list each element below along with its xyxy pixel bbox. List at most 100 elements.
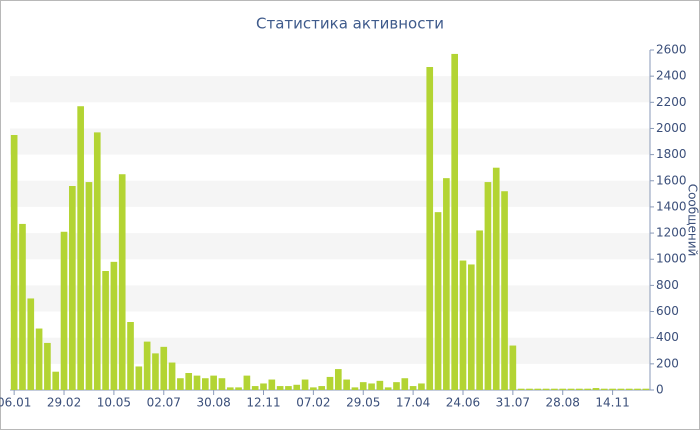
y-axis-label: Сообщений: [686, 184, 700, 257]
bar: [467, 264, 475, 390]
bar: [384, 387, 392, 390]
bar: [218, 378, 226, 390]
bar: [517, 388, 525, 390]
bar: [534, 388, 542, 390]
bar: [202, 378, 209, 390]
bar: [19, 223, 26, 390]
grid-band: [10, 128, 650, 155]
bar: [526, 388, 533, 390]
bar: [193, 375, 201, 390]
bar: [110, 261, 118, 390]
x-tick-label: 12.11: [246, 396, 280, 410]
y-tick-label: 1400: [656, 199, 687, 213]
y-tick-label: 1200: [656, 226, 687, 240]
bar: [492, 167, 500, 390]
bar: [310, 387, 317, 390]
bar: [44, 342, 51, 390]
y-tick-label: 1800: [656, 147, 687, 161]
bar: [35, 328, 43, 390]
y-tick-label: 200: [656, 356, 679, 370]
chart-title: Статистика активности: [256, 15, 444, 33]
bar: [509, 345, 517, 390]
bar: [567, 388, 575, 390]
bar: [102, 271, 109, 390]
bar: [600, 388, 608, 390]
bar: [576, 388, 583, 390]
x-tick-label: 14.11: [595, 396, 629, 410]
y-tick-label: 800: [656, 278, 679, 292]
bar: [276, 386, 284, 390]
y-tick-label: 400: [656, 330, 679, 344]
bar: [642, 388, 650, 390]
bar: [634, 388, 641, 390]
x-tick-label: 31.07: [496, 396, 530, 410]
bar: [409, 386, 417, 390]
bar: [434, 212, 442, 390]
y-tick-label: 2200: [656, 95, 687, 109]
bar: [251, 386, 259, 390]
bar: [484, 182, 492, 390]
bar: [459, 260, 467, 390]
bar: [334, 369, 342, 390]
bar: [551, 388, 558, 390]
bar: [77, 106, 84, 390]
bar: [443, 178, 450, 390]
bar: [592, 388, 600, 390]
bar: [542, 388, 550, 390]
bar: [93, 132, 101, 390]
x-tick-label: 24.06: [446, 396, 480, 410]
x-tick-label: 29.05: [346, 396, 380, 410]
bar: [85, 182, 93, 390]
y-tick-label: 2000: [656, 121, 687, 135]
bar: [127, 322, 134, 390]
bar: [393, 382, 400, 390]
bar: [235, 387, 242, 390]
bar: [268, 379, 276, 390]
bar: [168, 362, 176, 390]
x-tick-label: 17.04: [396, 396, 430, 410]
bar: [584, 388, 591, 390]
bar: [426, 67, 434, 390]
bar: [243, 375, 251, 390]
grid-band: [10, 180, 650, 207]
bar: [451, 53, 458, 391]
bar: [60, 231, 68, 390]
bar: [69, 186, 76, 390]
bar: [52, 371, 60, 390]
bar: [260, 383, 267, 390]
y-tick-label: 2400: [656, 69, 687, 83]
bar: [559, 388, 567, 390]
bar: [401, 378, 409, 390]
bar: [160, 346, 168, 390]
bar: [27, 298, 35, 390]
bar: [118, 174, 126, 390]
x-tick-label: 30.08: [196, 396, 230, 410]
bar: [368, 383, 375, 390]
bar: [318, 386, 326, 390]
bar: [152, 353, 159, 390]
y-tick-label: 2600: [656, 43, 687, 57]
bar: [351, 387, 359, 390]
x-tick-label: 06.01: [0, 396, 31, 410]
bar: [285, 386, 292, 390]
bar: [376, 380, 384, 390]
y-tick-label: 1600: [656, 173, 687, 187]
bar: [609, 388, 616, 390]
x-tick-label: 29.02: [47, 396, 81, 410]
x-tick-label: 02.07: [147, 396, 181, 410]
x-tick-label: 07.02: [296, 396, 330, 410]
bar: [143, 341, 151, 390]
bar: [359, 382, 367, 390]
x-tick-label: 10.05: [97, 396, 131, 410]
bar: [343, 379, 350, 390]
bar: [301, 379, 309, 390]
y-tick-label: 600: [656, 304, 679, 318]
bar: [10, 135, 18, 390]
y-tick-label: 0: [656, 383, 664, 397]
bar: [617, 388, 625, 390]
bar: [177, 378, 184, 390]
bar: [210, 375, 217, 390]
bar: [226, 387, 234, 390]
x-tick-label: 28.08: [546, 396, 580, 410]
